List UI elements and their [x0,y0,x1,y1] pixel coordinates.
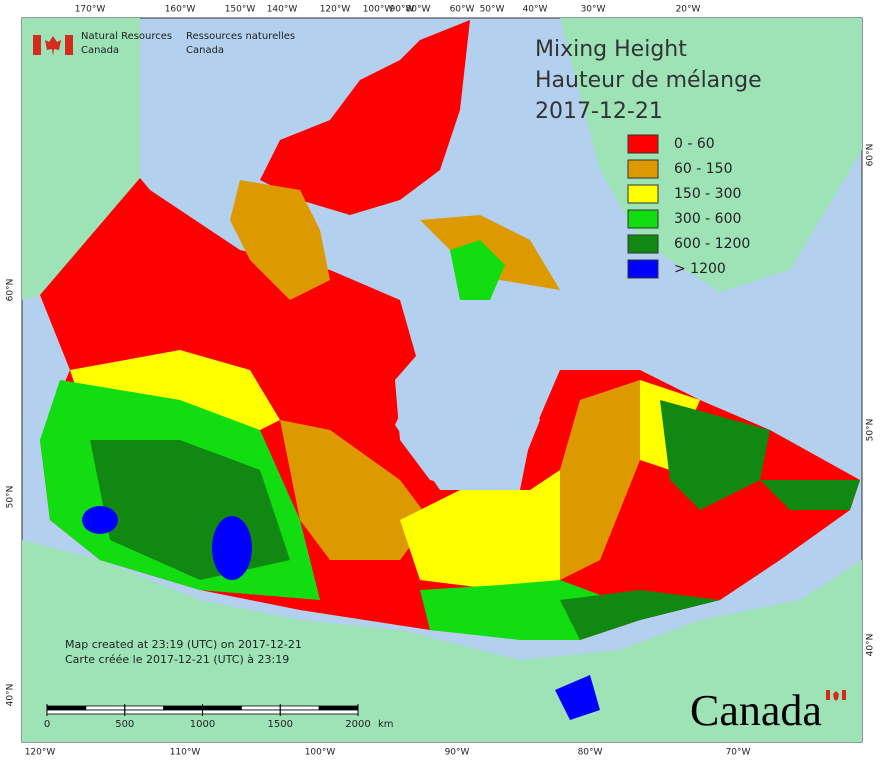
legend-swatch [627,159,659,179]
longitude-label: 50°W [480,5,505,15]
canada-wordmark: Canada [690,686,822,735]
legend-label: 60 - 150 [674,161,733,177]
longitude-label: 90°W [390,5,415,15]
scale-segment [202,709,281,715]
legend-swatch [627,234,659,254]
longitude-label: 110°W [170,748,201,758]
legend-label: 0 - 60 [674,136,715,152]
latitude-label: 50°N [6,486,16,509]
scale-segment [163,705,203,711]
legend-swatch [627,209,659,229]
map-note: Carte créée le 2017-12-21 (UTC) à 23:19 [65,653,289,666]
map-title: 2017-12-21 [535,99,663,124]
scale-segment [240,705,281,711]
longitude-label: 170°W [75,5,106,15]
longitude-label: 60°W [450,5,475,15]
legend-swatch [627,184,659,204]
map-title: Mixing Height [535,37,687,62]
longitude-label: 20°W [676,5,701,15]
longitude-label: 90°W [445,748,470,758]
latitude-label: 40°N [866,634,876,657]
legend-label: 600 - 1200 [674,236,750,252]
legend-swatch [627,259,659,279]
scale-label: 500 [115,719,134,730]
latitude-label: 60°N [6,279,16,302]
longitude-label: 160°W [165,5,196,15]
longitude-label: 70°W [726,748,751,758]
longitude-label: 150°W [225,5,256,15]
scale-label: 1500 [268,719,293,730]
scale-segment [202,705,242,711]
longitude-label: 140°W [267,5,298,15]
agency-name: Natural Resources [81,31,172,42]
scale-segment [279,705,320,711]
scale-segment [318,705,359,711]
latitude-label: 60°N [866,144,876,167]
longitude-label: 40°W [523,5,548,15]
longitude-label: 30°W [581,5,606,15]
map-note: Map created at 23:19 (UTC) on 2017-12-21 [65,638,302,651]
scale-segment [124,705,165,711]
scale-unit: km [378,719,394,730]
longitude-label: 100°W [305,748,336,758]
map-title: Hauteur de mélange [535,68,762,93]
longitude-label: 120°W [320,5,351,15]
longitude-label: 100°W [363,5,394,15]
scale-segment [85,705,126,711]
agency-name: Ressources naturelles [186,31,295,42]
agency-name: Canada [81,45,119,56]
scale-label: 2000 [345,719,370,730]
agency-logo [33,35,73,56]
scale-segment [124,709,203,715]
scale-segment [46,705,87,711]
scale-segment [46,709,126,715]
latitude-label: 50°N [866,419,876,442]
scale-label: 0 [44,719,50,730]
scale-label: 1000 [190,719,215,730]
legend-swatch [627,134,659,154]
scale-segment [279,709,359,715]
latitude-label: 40°N [6,684,16,707]
longitude-label: 120°W [25,748,56,758]
longitude-label: 80°W [578,748,603,758]
longitude-label: 80°W [406,5,431,15]
canada-wordmark-flag [826,690,846,701]
legend-label: > 1200 [674,261,726,277]
legend-label: 150 - 300 [674,186,741,202]
legend-label: 300 - 600 [674,211,741,227]
basemap [22,18,862,742]
agency-name: Canada [186,45,224,56]
